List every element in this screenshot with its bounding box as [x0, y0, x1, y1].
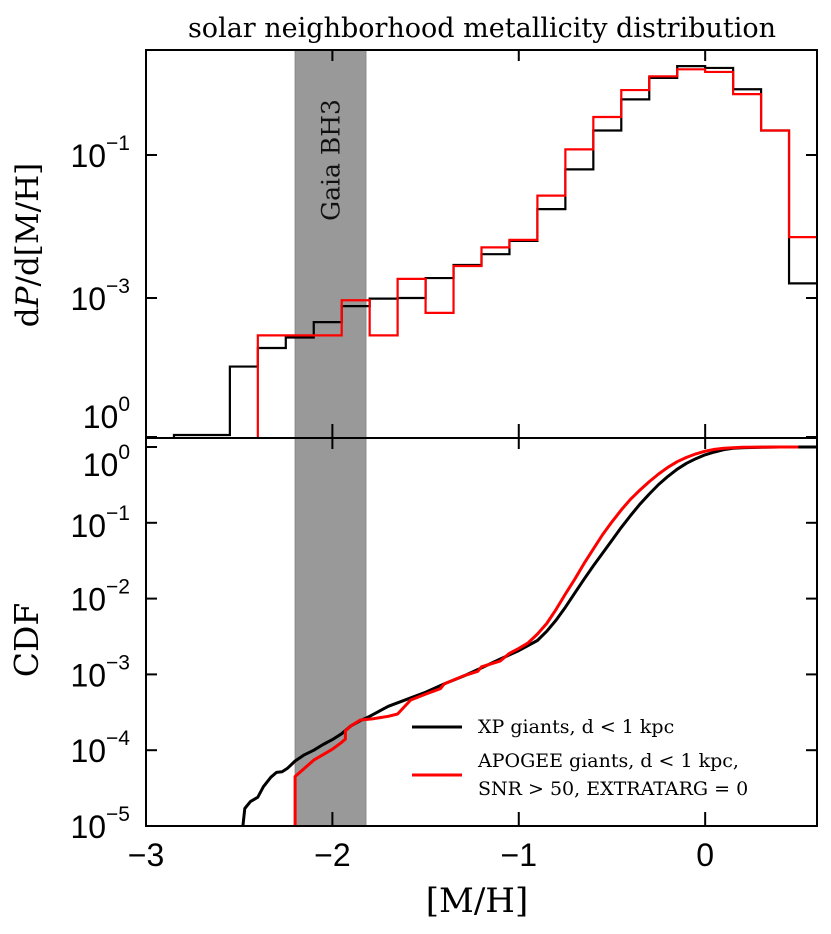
top-y-axis-label-part-2: P [10, 285, 46, 308]
bottom-y-tick-label: 10−4 [70, 727, 130, 769]
top-panel-series [172, 65, 817, 437]
tick-label-base: 10 [70, 582, 106, 618]
xp-cdf-line [241, 445, 817, 827]
apogee-cdf-line [293, 445, 799, 826]
x-tick-label: −1 [501, 837, 537, 873]
legend-entry-label: XP giants, d < 1 kpc [478, 716, 674, 738]
tick-label-exponent: −2 [106, 576, 130, 599]
xp-histogram-line [172, 65, 817, 437]
tick-label-base: 10 [70, 733, 106, 769]
axis-ticks [145, 50, 817, 827]
x-tick-label: −3 [128, 837, 164, 873]
tick-label-exponent: −1 [106, 502, 130, 525]
bottom-y-tick-label: 100 [83, 441, 130, 483]
tick-label-base: 10 [70, 281, 106, 317]
tick-label-exponent: −5 [106, 803, 130, 826]
top-y-axis-label-part-1: d [10, 307, 46, 327]
legend-entry-label: APOGEE giants, d < 1 kpc, [477, 750, 739, 772]
top-y-tick-label: 100 [83, 393, 130, 435]
bottom-y-tick-label: 10−3 [70, 651, 130, 693]
tick-label-exponent: −3 [106, 651, 130, 674]
bottom-y-tick-label: 10−2 [70, 576, 130, 618]
x-tick-label: −2 [314, 837, 350, 873]
top-y-axis-label-part-3: /d[M/H] [10, 163, 46, 287]
bottom-y-axis-label: CDF [7, 603, 46, 678]
tick-label-base: 10 [83, 447, 119, 483]
top-y-axis-label: dP/d[M/H] [10, 163, 46, 327]
legend-entry-label: SNR > 50, EXTRATARG = 0 [478, 778, 748, 800]
chart-title: solar neighborhood metallicity distribut… [188, 13, 776, 44]
bottom-y-tick-label: 10−5 [70, 803, 130, 845]
gaia-bh3-label: Gaia BH3 [317, 99, 346, 221]
tick-label-base: 10 [70, 657, 106, 693]
tick-label-exponent: 0 [118, 441, 130, 464]
top-panel-frame [145, 49, 818, 439]
tick-label-exponent: −4 [106, 727, 130, 750]
tick-label-exponent: 0 [118, 393, 130, 416]
tick-label-exponent: −3 [106, 275, 130, 298]
tick-label-base: 10 [83, 399, 119, 435]
bottom-panel-series [241, 445, 817, 827]
tick-label-base: 10 [70, 138, 106, 174]
bottom-y-tick-label: 10−1 [70, 502, 130, 544]
tick-label-base: 10 [70, 809, 106, 845]
x-tick-labels: −3 −2 −1 0 [128, 837, 714, 873]
tick-label-base: 10 [70, 508, 106, 544]
tick-label-exponent: −1 [106, 132, 130, 155]
top-y-tick-label: 10−1 [70, 132, 130, 174]
legend: XP giants, d < 1 kpc APOGEE giants, d < 1… [412, 716, 748, 800]
bottom-panel-frame [145, 437, 818, 827]
x-tick-label: 0 [696, 837, 714, 873]
x-axis-label: [M/H] [426, 881, 528, 921]
top-y-tick-label: 10−3 [70, 275, 130, 317]
apogee-histogram-line [256, 68, 817, 437]
